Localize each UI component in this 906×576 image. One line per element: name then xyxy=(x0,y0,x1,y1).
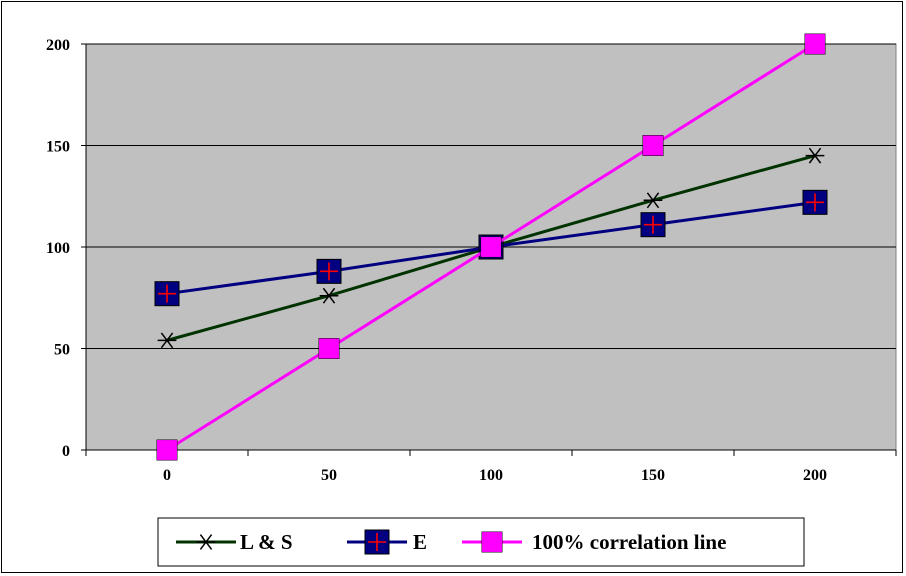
series-group xyxy=(154,33,828,461)
legend-item-2: E xyxy=(347,529,427,555)
series-2-point-50 xyxy=(316,258,342,284)
x-tick-label-150: 150 xyxy=(641,467,665,484)
legend-item-1-label: L & S xyxy=(240,530,293,554)
series-1-point-50-stroke-2 xyxy=(322,287,336,304)
series-1-point-0-stroke-2 xyxy=(160,332,174,349)
legend: L & S E 100% correlation line xyxy=(157,517,805,567)
x-tick-label-100: 100 xyxy=(479,467,503,484)
series-3-point-50 xyxy=(318,338,340,359)
series-1-point-0 xyxy=(157,332,177,349)
series-1-point-200 xyxy=(805,147,825,164)
x-tick-label-50: 50 xyxy=(321,467,337,484)
series-1-point-150 xyxy=(643,192,663,209)
series-1-point-200-stroke-2 xyxy=(808,147,822,164)
legend-item-3: 100% correlation line xyxy=(462,530,726,554)
series-1-point-150-stroke-2 xyxy=(646,192,660,209)
y-tick-label-100: 100 xyxy=(46,240,70,257)
series-3-point-100 xyxy=(480,236,502,258)
y-tick-label-150: 150 xyxy=(46,139,70,156)
series-2-point-0 xyxy=(154,281,180,307)
legend-item-1: L & S xyxy=(176,530,293,554)
series-3 xyxy=(156,33,826,461)
y-tick-label-50: 50 xyxy=(54,342,70,359)
series-2-point-200 xyxy=(802,189,828,215)
series-3-point-150 xyxy=(642,135,664,156)
legend-item-3-label: 100% correlation line xyxy=(532,530,726,554)
series-1-point-50 xyxy=(319,287,339,304)
x-tick-label-200: 200 xyxy=(803,467,827,484)
series-2-point-150 xyxy=(640,212,666,238)
series-3-point-0 xyxy=(156,439,178,461)
y-tick-label-200: 200 xyxy=(46,37,70,54)
legend-item-1-marker xyxy=(196,534,216,550)
legend-item-1-marker-stroke-2 xyxy=(199,534,213,550)
legend-item-3-marker xyxy=(481,531,503,553)
legend-item-2-marker xyxy=(364,529,390,555)
y-tick-label-0: 0 xyxy=(62,443,70,460)
x-tick-label-0: 0 xyxy=(163,467,171,484)
series-3-point-200 xyxy=(804,33,826,55)
legend-item-2-label: E xyxy=(413,530,427,554)
axes: 0 50 100 150 200 0 50 100 150 200 xyxy=(46,37,897,484)
